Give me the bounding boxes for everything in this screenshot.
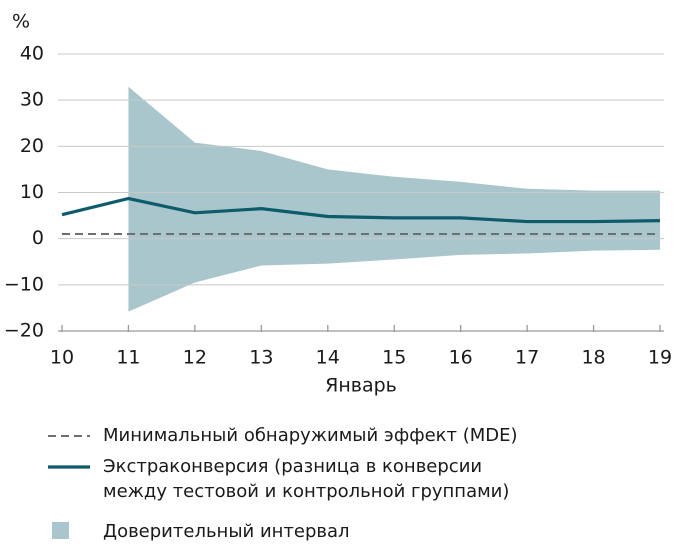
x-tick-label: 11 — [116, 347, 140, 369]
x-tick-label: 14 — [316, 347, 340, 369]
x-tick-label: 12 — [183, 347, 207, 369]
x-tick-label: 10 — [50, 347, 74, 369]
y-tick-label: 20 — [20, 135, 44, 157]
legend-label: Минимальный обнаружимый эффект (MDE) — [103, 425, 518, 446]
legend-item: Доверительный интервал — [0, 516, 674, 546]
y-tick-label: −10 — [4, 273, 44, 295]
x-tick-label: 19 — [648, 347, 672, 369]
legend-item: Минимальный обнаружимый эффект (MDE) — [0, 420, 674, 450]
y-tick-label: −20 — [4, 320, 44, 342]
series-line — [61, 196, 661, 224]
x-axis-label: Январь — [325, 375, 397, 397]
y-tick-label: 30 — [20, 89, 44, 111]
legend-swatch — [52, 522, 69, 539]
legend-swatch — [48, 435, 90, 437]
y-tick-label: 40 — [20, 43, 44, 65]
legend-swatch — [48, 465, 90, 469]
x-tick-label: 18 — [581, 347, 605, 369]
legend-item: Экстраконверсия (разница в конверсии меж… — [0, 451, 674, 502]
y-tick-label: 10 — [20, 181, 44, 203]
confidence-band — [128, 86, 660, 312]
x-tick-label: 13 — [249, 347, 273, 369]
x-tick-label: 15 — [382, 347, 406, 369]
legend-label: Экстраконверсия (разница в конверсии меж… — [103, 456, 510, 502]
legend-label: Доверительный интервал — [103, 521, 350, 542]
y-unit: % — [12, 11, 30, 33]
chart: % Январь −20 −10 0 10 20 30 40 10 11 12 13 14 15 16 17… — [4, 11, 672, 397]
y-tick-label: 0 — [32, 227, 44, 249]
x-tick-label: 17 — [515, 347, 539, 369]
swatch — [52, 522, 69, 539]
x-tick-label: 16 — [449, 347, 473, 369]
